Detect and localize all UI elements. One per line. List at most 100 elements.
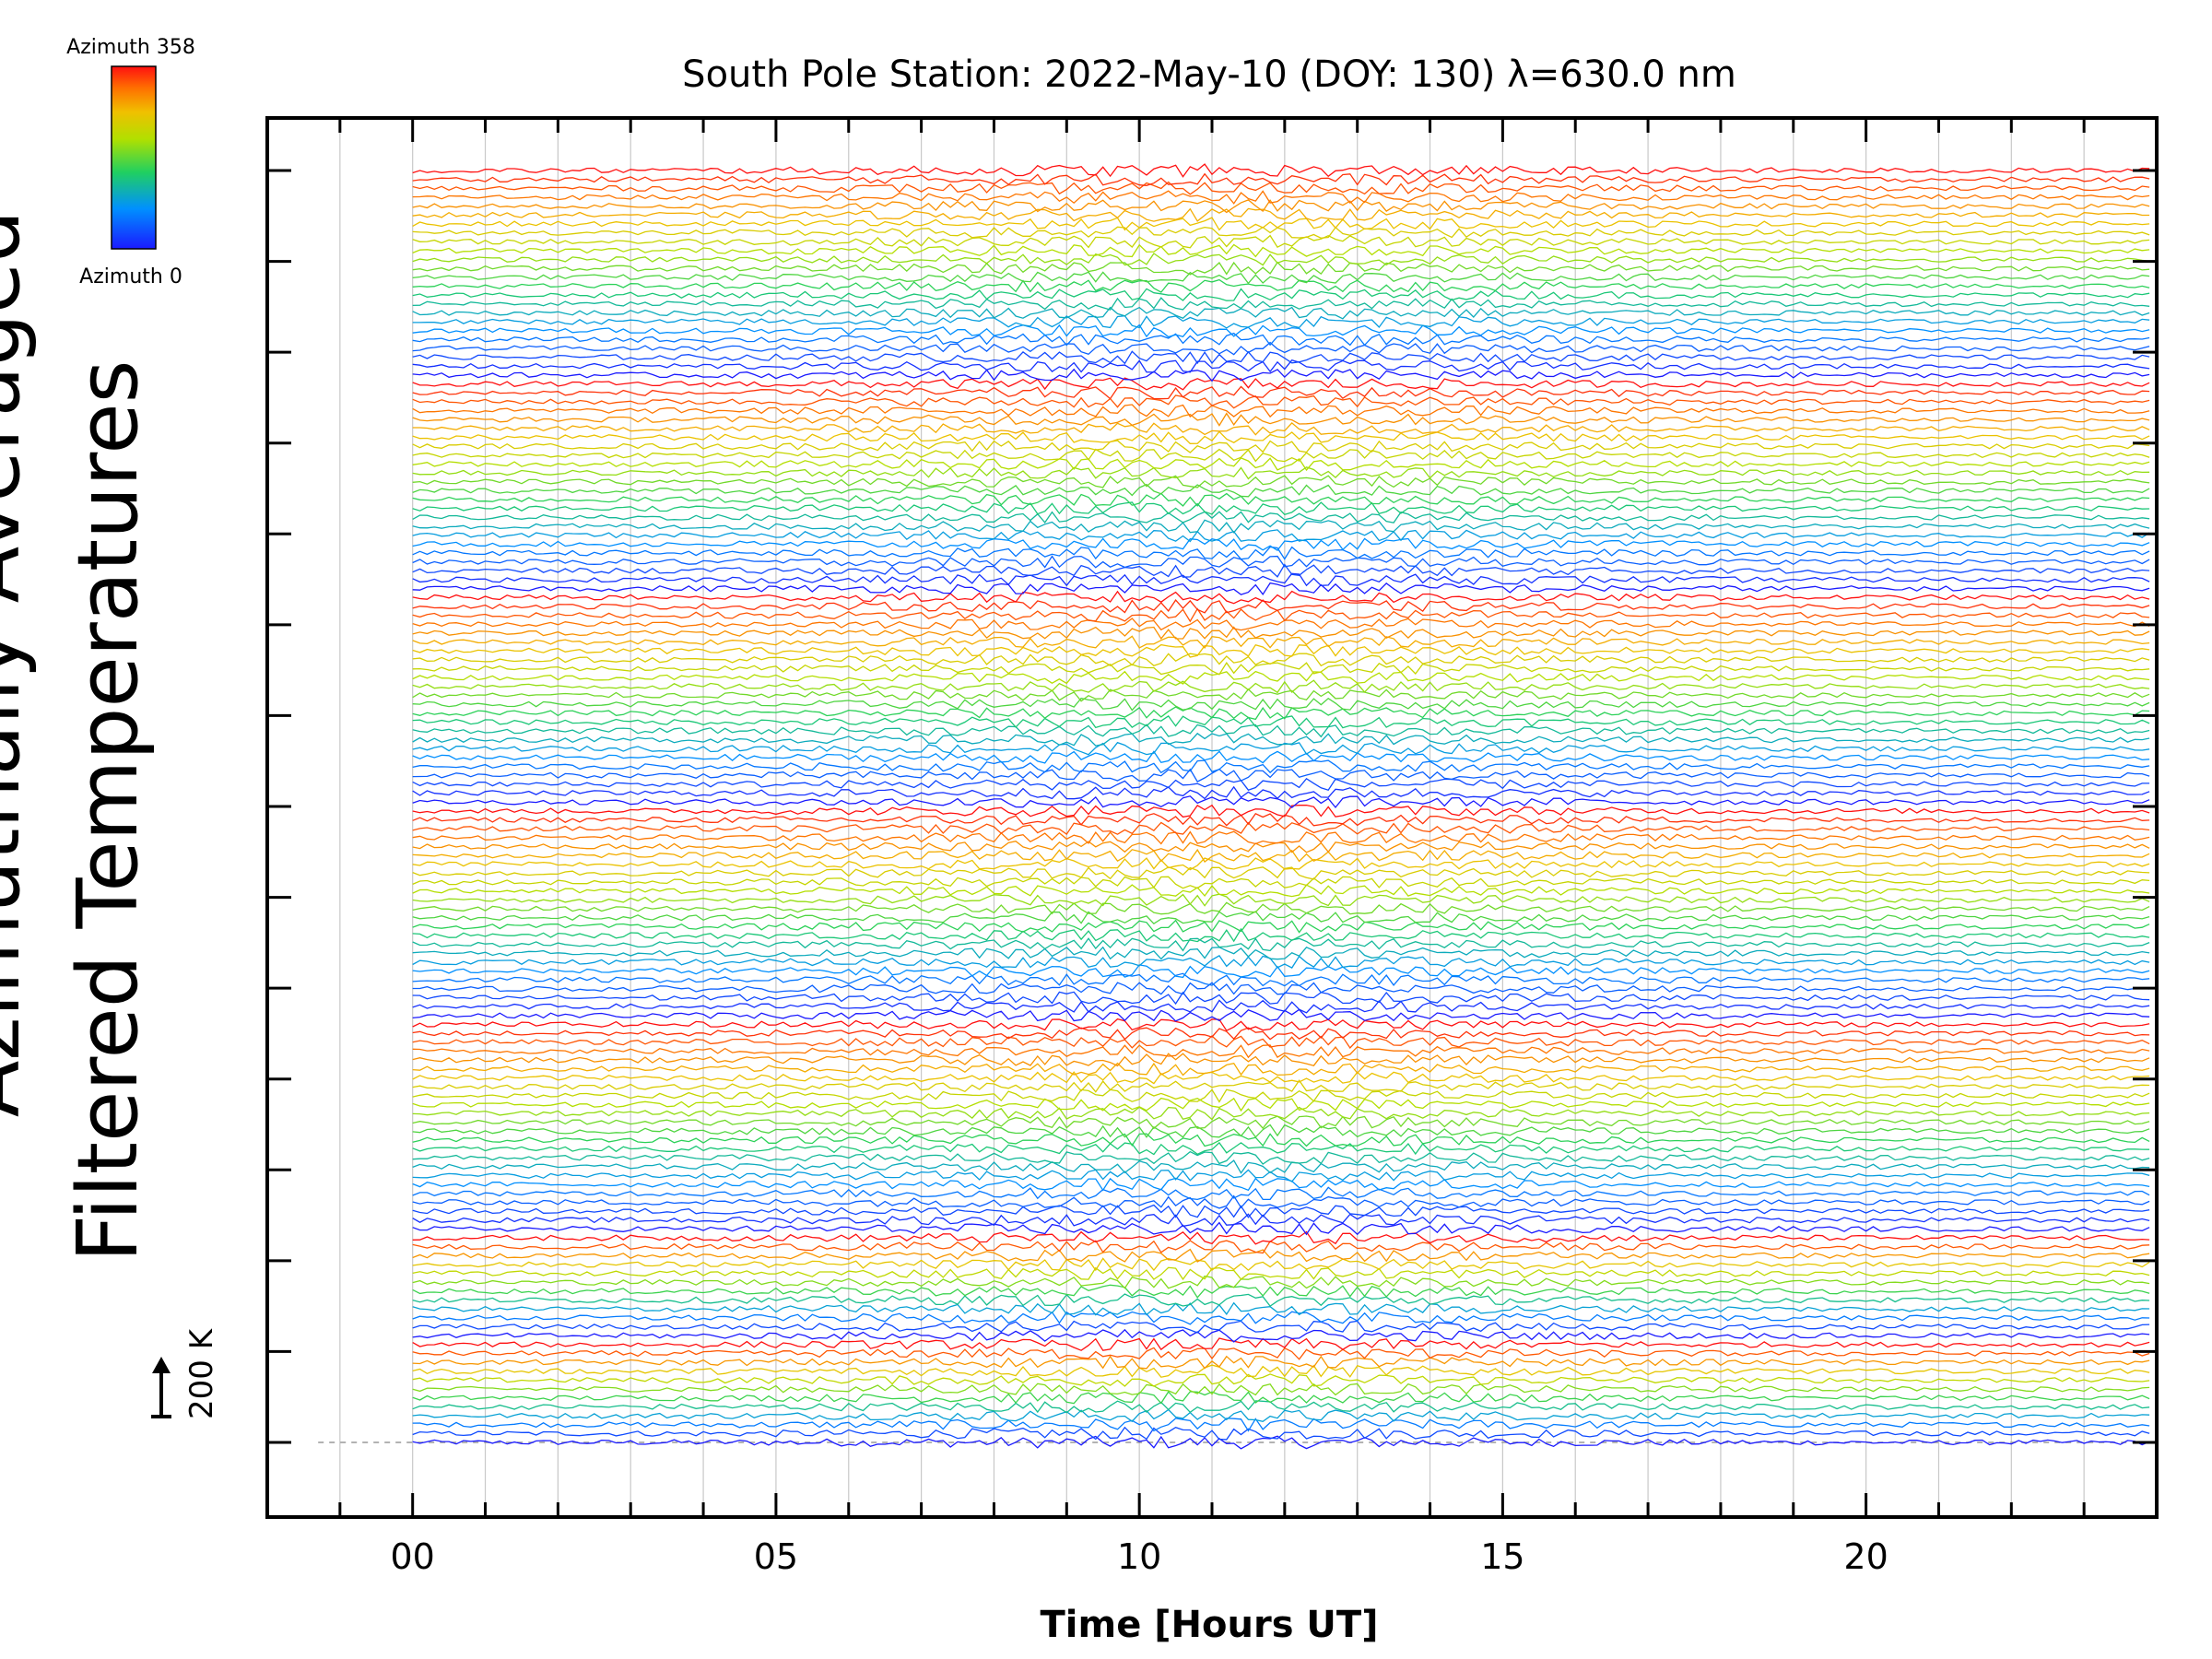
y-axis-label: Filtered Temperatures (60, 359, 157, 1262)
trace-line (412, 582, 2150, 596)
trace-line (412, 759, 2150, 774)
trace-line (412, 217, 2150, 231)
trace-line (412, 732, 2150, 747)
trace-line (412, 1284, 2150, 1299)
trace-line (412, 430, 2150, 444)
trace-line (412, 688, 2150, 702)
trace-line (412, 163, 2150, 178)
trace-line (412, 475, 2150, 488)
trace-line (412, 901, 2150, 915)
trace-line (412, 1071, 2150, 1085)
trace-line (412, 607, 2150, 623)
trace-line (412, 181, 2150, 195)
trace-line (412, 830, 2150, 845)
trace-line (412, 537, 2150, 551)
trace-line (412, 590, 2150, 605)
x-tick-label: 10 (1117, 1536, 1161, 1577)
trace-line (412, 626, 2150, 641)
trace-line (412, 841, 2150, 853)
trace-line (412, 866, 2150, 880)
trace-line (412, 315, 2150, 329)
trace-line (412, 643, 2150, 658)
trace-line (412, 857, 2150, 871)
trace-line (412, 1008, 2150, 1022)
trace-line (412, 457, 2150, 472)
colorbar-top-label: Azimuth 358 (66, 36, 195, 59)
trace-line (412, 821, 2150, 836)
trace-layer (412, 163, 2150, 1450)
trace-line (412, 991, 2150, 1006)
chart-title: South Pole Station: 2022-May-10 (DOY: 13… (682, 53, 1736, 96)
trace-line (412, 271, 2150, 285)
trace-line (412, 911, 2150, 925)
trace-line (412, 1382, 2150, 1396)
trace-line (412, 946, 2150, 960)
trace-line (412, 768, 2150, 782)
trace-line (412, 1141, 2150, 1156)
trace-line (412, 1418, 2150, 1432)
trace-line (412, 741, 2150, 756)
trace-line (412, 1115, 2150, 1130)
trace-line (412, 697, 2150, 712)
trace-line (412, 1035, 2150, 1050)
trace-line (412, 1159, 2150, 1174)
x-tick-label: 20 (1843, 1536, 1888, 1577)
x-tick-label: 00 (391, 1536, 435, 1577)
trace-line (412, 1204, 2150, 1218)
trace-line (412, 253, 2150, 266)
trace-line (412, 368, 2150, 382)
trace-line (412, 234, 2150, 249)
trace-line (412, 884, 2150, 898)
trace-line (412, 937, 2150, 952)
trace-line (412, 199, 2150, 214)
trace-line (412, 324, 2150, 338)
trace-line (412, 297, 2150, 311)
trace-line (412, 350, 2150, 365)
trace-line (412, 1301, 2150, 1316)
trace-line (412, 972, 2150, 987)
trace-line (412, 1106, 2150, 1121)
x-axis-label: Time [Hours UT] (1041, 1604, 1379, 1646)
trace-line (412, 190, 2150, 205)
trace-line (412, 377, 2150, 391)
trace-line (412, 492, 2150, 507)
trace-line (412, 261, 2150, 276)
trace-line (412, 511, 2150, 524)
x-tick-label: 05 (754, 1536, 798, 1577)
trace-line (412, 1435, 2150, 1450)
trace-line (412, 207, 2150, 222)
trace-line (412, 341, 2150, 356)
scale-bar-label: 200 K (183, 1327, 220, 1419)
trace-line (412, 501, 2150, 516)
x-tick-label: 15 (1480, 1536, 1524, 1577)
trace-line (412, 1053, 2150, 1067)
trace-line (412, 1213, 2150, 1228)
trace-line (412, 1320, 2150, 1334)
trace-line (412, 555, 2150, 569)
trace-line (412, 955, 2150, 969)
trace-line (412, 812, 2150, 827)
trace-line (412, 635, 2150, 650)
trace-line (412, 1257, 2150, 1272)
trace-line (412, 306, 2150, 320)
trace-line (412, 1337, 2150, 1351)
trace-line (412, 1169, 2150, 1182)
trace-line (412, 243, 2150, 258)
trace-line (412, 848, 2150, 863)
trace-line (412, 1027, 2150, 1041)
trace-line (412, 448, 2150, 463)
trace-line (412, 546, 2150, 560)
trace-line (412, 1194, 2150, 1209)
trace-line (412, 172, 2150, 186)
trace-line (412, 982, 2150, 995)
trace-line (412, 670, 2150, 685)
trace-line (412, 359, 2150, 373)
trace-line (412, 1293, 2150, 1307)
colorbar: Azimuth 358 Azimuth 0 (66, 36, 195, 288)
trace-line (412, 1266, 2150, 1281)
trace-line (412, 1400, 2150, 1414)
trace-line (412, 919, 2150, 934)
trace-line (412, 1062, 2150, 1077)
trace-line (412, 466, 2150, 480)
